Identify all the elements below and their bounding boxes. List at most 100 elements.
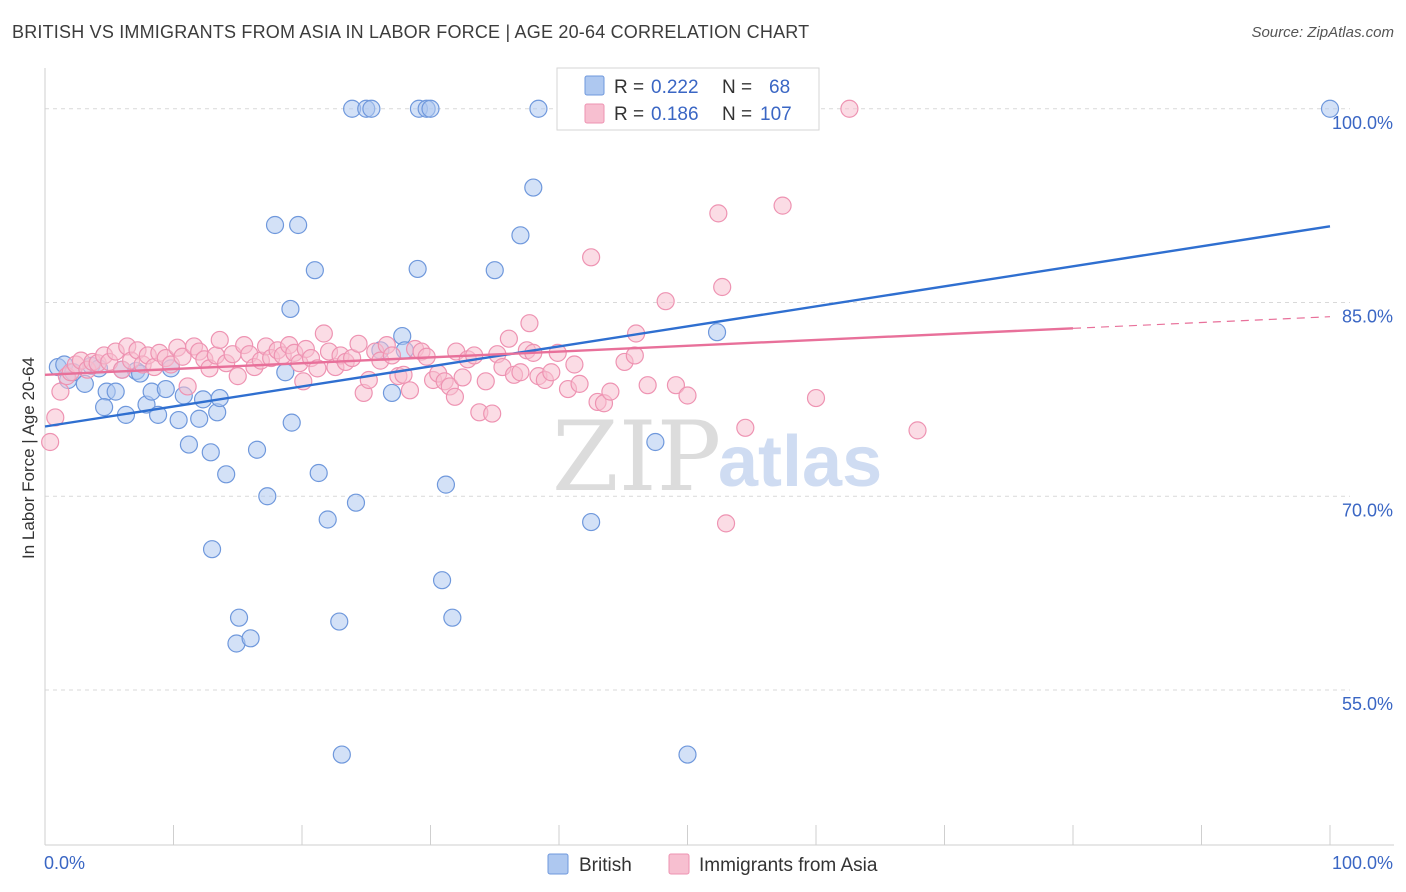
asia-point-88 <box>542 363 561 382</box>
watermark: ZIP atlas <box>552 401 882 513</box>
asia-point-96 <box>601 382 620 401</box>
asia-point-106 <box>773 196 792 215</box>
legend-box: R = 0.222 N = 68 R = 0.186 N = 107 <box>556 67 820 131</box>
british-point-36 <box>318 510 337 529</box>
british-point-65 <box>421 99 440 118</box>
british-point-56 <box>582 512 601 532</box>
chart-title: BRITISH VS IMMIGRANTS FROM ASIA IN LABOR… <box>12 22 810 42</box>
legend-r-label-british: R = <box>614 77 644 98</box>
british-point-60 <box>1320 99 1340 118</box>
british-point-18 <box>169 410 188 430</box>
legend-r-value-british: 0.222 <box>651 77 699 98</box>
asia-point-78 <box>483 404 502 423</box>
asia-point-0 <box>41 432 60 452</box>
british-point-59 <box>707 323 727 342</box>
legend-r-label-asia: R = <box>614 104 644 125</box>
british-point-20 <box>179 435 199 454</box>
bottom-legend-label-asia: Immigrants from Asia <box>699 855 878 876</box>
british-point-52 <box>485 261 504 280</box>
british-point-58 <box>678 745 697 764</box>
y-tick-label-0: 55.0% <box>1342 694 1393 714</box>
asia-point-107 <box>806 388 826 408</box>
british-point-63 <box>265 215 285 235</box>
british-point-64 <box>362 99 381 118</box>
asia-points <box>41 99 927 533</box>
british-point-37 <box>330 612 349 631</box>
asia-point-109 <box>908 421 927 440</box>
bottom-legend: British Immigrants from Asia <box>547 853 878 876</box>
british-point-62 <box>247 440 267 459</box>
asia-point-91 <box>565 355 584 374</box>
british-point-51 <box>443 608 462 627</box>
source-label: Source: ZipAtlas.com <box>1251 24 1394 41</box>
y-tick-label-3: 100.0% <box>1332 113 1393 133</box>
legend-n-label-british: N = <box>722 77 752 98</box>
asia-trend-extension <box>1072 316 1331 329</box>
british-point-54 <box>524 178 543 197</box>
british-point-50 <box>436 475 456 494</box>
british-point-40 <box>346 493 366 512</box>
british-point-53 <box>511 226 530 245</box>
x-tick-label-0: 0.0% <box>44 853 85 873</box>
asia-point-100 <box>656 292 675 311</box>
british-point-27 <box>229 608 249 627</box>
y-tick-label-1: 70.0% <box>1342 500 1393 520</box>
british-point-30 <box>258 487 277 506</box>
asia-point-104 <box>716 514 736 533</box>
legend-swatch-british <box>584 75 605 96</box>
x-tick-label-1: 100.0% <box>1332 853 1393 873</box>
british-point-32 <box>281 299 300 319</box>
asia-point-31 <box>210 330 229 350</box>
y-axis-title: In Labor Force | Age 20-64 <box>19 357 38 559</box>
british-point-35 <box>309 463 328 483</box>
legend-n-label-asia: N = <box>722 104 752 125</box>
asia-point-110 <box>713 277 732 297</box>
asia-point-81 <box>499 329 518 348</box>
british-point-67 <box>95 398 114 417</box>
grid-lines <box>45 108 1350 691</box>
british-point-49 <box>432 571 452 590</box>
british-point-66 <box>282 413 301 432</box>
british-point-16 <box>156 379 175 399</box>
asia-point-99 <box>638 376 657 395</box>
asia-trend-line <box>44 327 1074 377</box>
asia-point-25 <box>178 377 197 396</box>
british-point-38 <box>332 745 351 764</box>
asia-point-105 <box>736 418 755 437</box>
asia-point-34 <box>228 367 247 386</box>
bottom-legend-swatch-asia <box>668 853 690 875</box>
british-point-26 <box>217 465 236 484</box>
british-point-61 <box>202 540 222 559</box>
asia-point-111 <box>520 314 539 333</box>
legend-n-value-british: 68 <box>769 77 790 98</box>
british-trend-line <box>44 225 1331 428</box>
british-point-29 <box>241 629 260 648</box>
axes <box>44 68 1394 846</box>
british-point-43 <box>382 383 402 403</box>
legend-swatch-asia <box>584 103 605 124</box>
british-point-21 <box>190 409 209 428</box>
asia-point-102 <box>678 386 697 405</box>
asia-point-48 <box>308 359 327 378</box>
british-point-34 <box>305 261 324 280</box>
asia-point-108 <box>840 99 859 118</box>
asia-point-49 <box>314 324 333 343</box>
asia-point-64 <box>400 381 420 400</box>
asia-point-83 <box>511 363 530 382</box>
british-point-23 <box>201 443 220 462</box>
british-point-46 <box>408 259 427 279</box>
legend-r-value-asia: 0.186 <box>651 104 699 125</box>
legend-n-value-asia: 107 <box>760 104 792 125</box>
asia-point-103 <box>709 204 728 223</box>
asia-point-73 <box>453 368 472 387</box>
british-point-8 <box>106 382 125 401</box>
asia-point-55 <box>349 334 368 353</box>
british-point-22 <box>193 390 213 409</box>
asia-point-61 <box>382 346 402 365</box>
trend-lines <box>44 225 1331 428</box>
asia-point-24 <box>173 347 192 366</box>
asia-point-92 <box>570 374 589 393</box>
y-tick-label-2: 85.0% <box>1342 307 1393 327</box>
asia-point-2 <box>51 382 70 401</box>
